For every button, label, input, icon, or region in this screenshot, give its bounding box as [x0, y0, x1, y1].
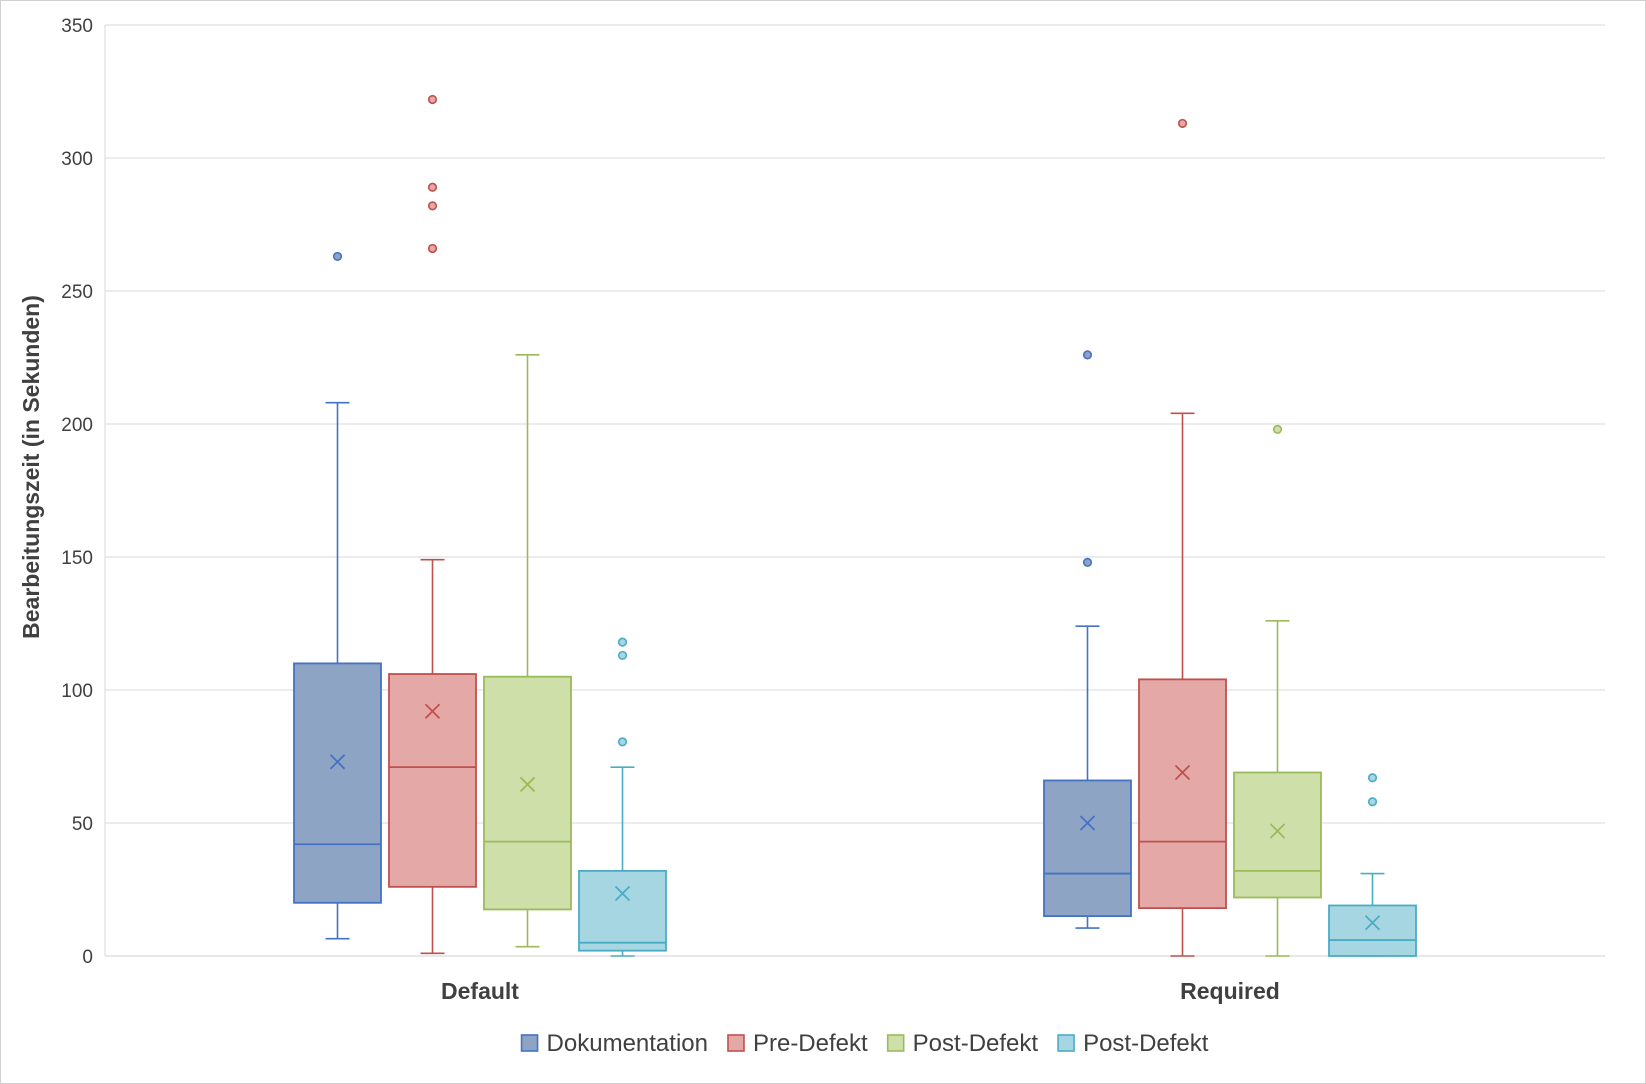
outlier-series1-default-1 — [332, 251, 343, 262]
outlier-series1-required-2 — [1082, 350, 1093, 360]
mean-marker-stroke-b — [329, 754, 346, 770]
outlier-series1-required-1 — [1082, 557, 1093, 567]
legend-label-1: Dokumentation — [547, 1030, 708, 1057]
mean-marker-stroke-b — [614, 885, 631, 902]
box-group-series3-default[interactable] — [483, 354, 572, 948]
mean-marker-series2-required — [1174, 764, 1191, 781]
outlier-series4-default-3 — [617, 637, 628, 647]
box-group-series2-default[interactable] — [388, 94, 477, 955]
outlier-series4-required-1 — [1367, 797, 1378, 807]
mean-marker-stroke-b — [1079, 815, 1096, 831]
box-series3-required[interactable] — [1233, 771, 1322, 899]
y-tick-label-200: 200 — [61, 415, 93, 436]
legend-item-2[interactable]: Pre-Defekt — [727, 1030, 868, 1057]
y-axis-title: Bearbeitungszeit (in Sekunden) — [18, 295, 44, 639]
mean-marker-series4-default — [614, 885, 631, 902]
y-axis-tick-labels: 0 50 100 150 200 250 300 350 — [61, 16, 93, 968]
mean-marker-stroke-b — [1364, 915, 1381, 931]
box-group-series1-required[interactable] — [1043, 350, 1132, 929]
legend-item-1[interactable]: Dokumentation — [520, 1030, 708, 1057]
box-group-series1-default[interactable] — [293, 251, 382, 940]
legend-item-3[interactable]: Post-Defekt — [886, 1030, 1039, 1057]
y-tick-label-250: 250 — [61, 282, 93, 303]
box-series2-default[interactable] — [388, 673, 477, 888]
outlier-series2-default-1 — [427, 243, 438, 254]
legend-item-4[interactable]: Post-Defekt — [1057, 1030, 1209, 1057]
mean-marker-stroke-b — [1174, 764, 1191, 781]
outlier-series4-required-2 — [1367, 773, 1378, 783]
outlier-series4-default-2 — [617, 650, 628, 661]
legend-swatch-3 — [886, 1034, 905, 1052]
box-series1-required[interactable] — [1043, 779, 1132, 918]
outlier-series2-default-2 — [427, 201, 438, 211]
mean-marker-series4-required — [1364, 915, 1381, 931]
box-plot-series — [293, 94, 1417, 957]
outlier-series4-default-1 — [617, 737, 628, 747]
y-tick-label-150: 150 — [61, 548, 93, 569]
legend-label-4: Post-Defekt — [1083, 1030, 1209, 1057]
y-tick-label-300: 300 — [61, 149, 93, 170]
legend[interactable]: Dokumentation Pre-Defekt Post-Defekt Post-D… — [520, 1030, 1209, 1057]
mean-marker-series3-required — [1269, 823, 1286, 839]
mean-marker-stroke-b — [519, 776, 536, 793]
box-series1-default[interactable] — [293, 662, 382, 904]
mean-marker-stroke-b — [424, 703, 441, 719]
legend-label-3: Post-Defekt — [913, 1030, 1039, 1057]
mean-marker-series1-required — [1079, 815, 1096, 831]
y-tick-label-350: 350 — [61, 16, 93, 37]
mean-marker-series3-default — [519, 776, 536, 793]
box-group-series4-default[interactable] — [578, 637, 667, 957]
x-category-label-required: Required — [1180, 978, 1280, 1004]
outlier-series2-default-4 — [427, 94, 438, 105]
mean-marker-stroke-b — [1269, 823, 1286, 839]
y-tick-label-0: 0 — [82, 947, 93, 968]
mean-marker-series2-default — [424, 703, 441, 719]
box-group-series4-required[interactable] — [1328, 773, 1417, 957]
x-axis-category-labels: Default Required — [441, 978, 1280, 1004]
box-series4-default[interactable] — [578, 869, 667, 952]
outlier-series2-default-3 — [427, 182, 438, 192]
legend-label-2: Pre-Defekt — [753, 1030, 868, 1057]
legend-swatch-2 — [727, 1034, 745, 1052]
y-tick-label-100: 100 — [61, 681, 93, 702]
outlier-series3-required-1 — [1272, 424, 1283, 434]
x-category-label-default: Default — [441, 978, 519, 1004]
box-group-series3-required[interactable] — [1233, 424, 1322, 957]
outlier-series2-required-1 — [1177, 118, 1188, 129]
y-tick-label-50: 50 — [72, 814, 93, 835]
box-group-series2-required[interactable] — [1138, 118, 1227, 957]
box-series2-required[interactable] — [1138, 678, 1227, 910]
box-series4-required[interactable] — [1328, 904, 1417, 957]
legend-swatch-4 — [1057, 1034, 1075, 1052]
box-series3-default[interactable] — [483, 675, 572, 911]
mean-marker-series1-default — [329, 754, 346, 770]
legend-swatch-1 — [520, 1034, 539, 1052]
